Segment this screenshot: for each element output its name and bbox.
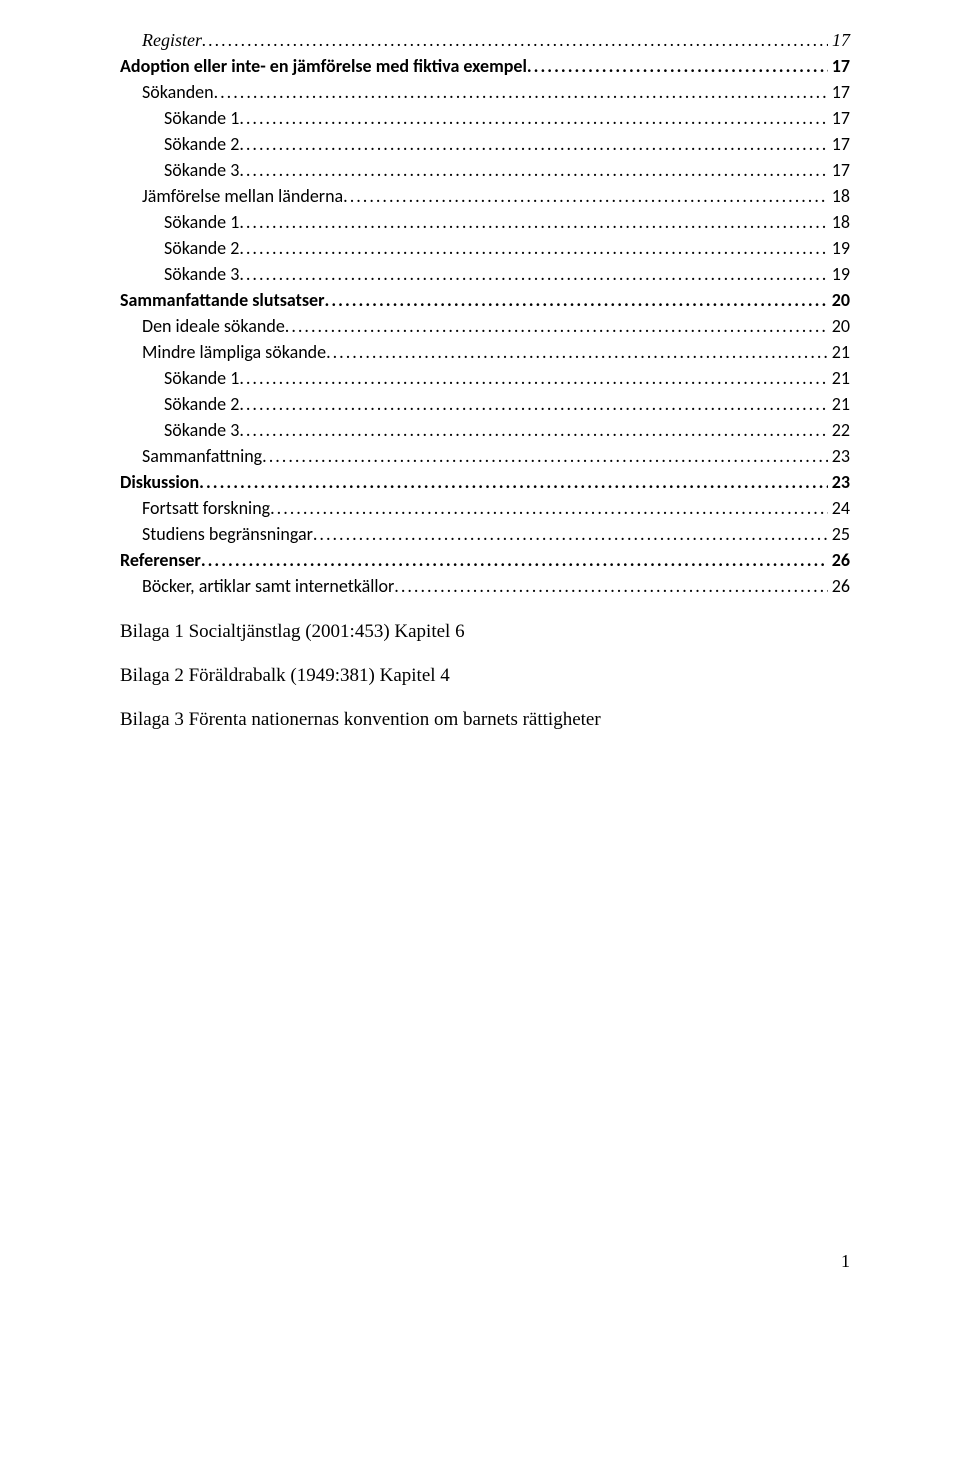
toc-label: Mindre lämpliga sökande: [142, 341, 326, 363]
toc-label: Sökande 3: [164, 159, 239, 181]
toc-label: Sammanfattande slutsatser: [120, 289, 325, 311]
toc-leader: [527, 55, 828, 77]
appendix-line: Bilaga 3 Förenta nationernas konvention …: [120, 709, 850, 731]
toc-label: Sökanden: [142, 81, 214, 103]
toc-leader: [262, 445, 828, 467]
toc-label: Sökande 2: [164, 237, 239, 259]
toc-page: 26: [828, 575, 850, 597]
toc-leader: [239, 263, 827, 285]
toc-page: 23: [828, 471, 850, 493]
toc-label: Register: [142, 30, 202, 51]
toc-leader: [239, 133, 827, 155]
toc-leader: [239, 107, 827, 129]
toc-entry: Den ideale sökande 20: [142, 313, 850, 339]
toc-leader: [326, 341, 828, 363]
toc-entry: Jämförelse mellan länderna 18: [142, 183, 850, 209]
toc-leader: [214, 81, 828, 103]
toc-leader: [239, 393, 827, 415]
toc-entry: Sökande 2 17: [164, 131, 850, 157]
toc-page: 19: [828, 263, 850, 285]
toc-page: 23: [828, 445, 850, 467]
toc-page: 17: [828, 81, 850, 103]
toc-label: Sökande 1: [164, 211, 239, 233]
table-of-contents: Register 17 Adoption eller inte- en jämför…: [120, 28, 850, 599]
toc-page: 17: [828, 55, 850, 77]
toc-page: 19: [828, 237, 850, 259]
toc-label: Sökande 3: [164, 419, 239, 441]
toc-label: Sammanfattning: [142, 445, 262, 467]
toc-leader: [201, 549, 828, 571]
page-number: 1: [120, 1251, 850, 1272]
toc-entry: Sökande 1 18: [164, 209, 850, 235]
toc-entry: Sökande 3 22: [164, 417, 850, 443]
toc-entry: Sökande 1 17: [164, 105, 850, 131]
toc-entry: Sökande 2 19: [164, 235, 850, 261]
toc-label: Böcker, artiklar samt internetkällor: [142, 575, 394, 597]
toc-entry: Fortsatt forskning 24: [142, 495, 850, 521]
toc-label: Studiens begränsningar: [142, 523, 313, 545]
toc-leader: [239, 237, 827, 259]
toc-leader: [239, 367, 827, 389]
toc-entry: Mindre lämpliga sökande 21: [142, 339, 850, 365]
toc-leader: [202, 30, 828, 51]
toc-page: 17: [828, 30, 850, 51]
toc-label: Diskussion: [120, 471, 199, 493]
toc-page: 20: [828, 315, 850, 337]
toc-leader: [239, 159, 827, 181]
toc-entry: Böcker, artiklar samt internetkällor 26: [142, 573, 850, 599]
toc-page: 22: [828, 419, 850, 441]
toc-page: 18: [828, 185, 850, 207]
toc-label: Sökande 2: [164, 393, 239, 415]
toc-label: Adoption eller inte- en jämförelse med f…: [120, 55, 527, 77]
toc-page: 20: [828, 289, 850, 311]
document-page: Register 17 Adoption eller inte- en jämför…: [0, 0, 960, 1300]
toc-leader: [239, 419, 827, 441]
toc-entry: Register 17: [142, 28, 850, 53]
toc-leader: [343, 185, 828, 207]
toc-page: 25: [828, 523, 850, 545]
toc-leader: [239, 211, 827, 233]
toc-entry: Sökande 3 17: [164, 157, 850, 183]
toc-page: 17: [828, 133, 850, 155]
toc-page: 18: [828, 211, 850, 233]
toc-page: 26: [828, 549, 850, 571]
toc-label: Sökande 1: [164, 367, 239, 389]
toc-entry: Sammanfattning 23: [142, 443, 850, 469]
toc-page: 21: [828, 367, 850, 389]
toc-label: Fortsatt forskning: [142, 497, 270, 519]
toc-leader: [313, 523, 828, 545]
toc-label: Den ideale sökande: [142, 315, 285, 337]
toc-entry: Sökande 2 21: [164, 391, 850, 417]
toc-page: 21: [828, 341, 850, 363]
toc-entry: Studiens begränsningar 25: [142, 521, 850, 547]
toc-entry: Diskussion 23: [120, 469, 850, 495]
toc-leader: [270, 497, 828, 519]
toc-leader: [325, 289, 828, 311]
toc-label: Sökande 1: [164, 107, 239, 129]
toc-page: 21: [828, 393, 850, 415]
toc-label: Referenser: [120, 549, 201, 571]
toc-entry: Sammanfattande slutsatser 20: [120, 287, 850, 313]
toc-label: Jämförelse mellan länderna: [142, 185, 343, 207]
toc-entry: Sökanden 17: [142, 79, 850, 105]
toc-entry: Referenser 26: [120, 547, 850, 573]
toc-entry: Sökande 1 21: [164, 365, 850, 391]
appendix-line: Bilaga 1 Socialtjänstlag (2001:453) Kapi…: [120, 621, 850, 643]
toc-label: Sökande 2: [164, 133, 239, 155]
toc-page: 17: [828, 159, 850, 181]
toc-leader: [285, 315, 828, 337]
toc-entry: Sökande 3 19: [164, 261, 850, 287]
toc-leader: [199, 471, 828, 493]
toc-page: 17: [828, 107, 850, 129]
toc-page: 24: [828, 497, 850, 519]
appendix-line: Bilaga 2 Föräldrabalk (1949:381) Kapitel…: [120, 665, 850, 687]
toc-entry: Adoption eller inte- en jämförelse med f…: [120, 53, 850, 79]
toc-label: Sökande 3: [164, 263, 239, 285]
toc-leader: [394, 575, 827, 597]
